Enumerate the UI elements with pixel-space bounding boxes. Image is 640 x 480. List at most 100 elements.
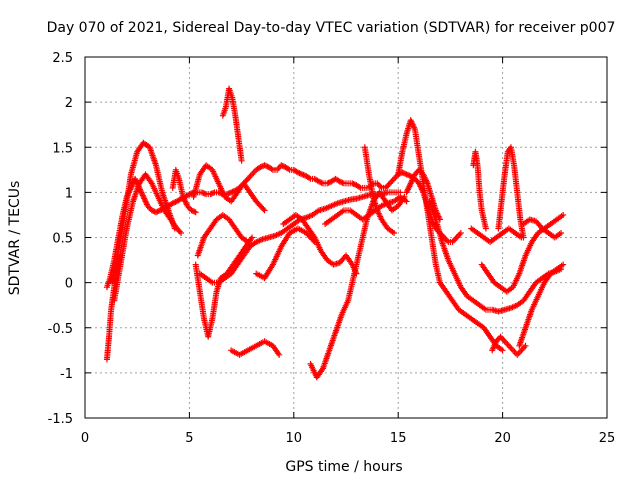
data-point xyxy=(499,347,506,354)
y-tick-label: 1 xyxy=(65,186,73,201)
data-point xyxy=(403,198,410,205)
data-point xyxy=(520,234,527,241)
data-point xyxy=(300,171,307,178)
y-tick-label: -1.5 xyxy=(48,412,73,427)
series-arc-23 xyxy=(489,333,529,358)
data-point xyxy=(210,189,217,196)
series-arc-24 xyxy=(520,216,565,241)
series-arc-20 xyxy=(468,225,525,246)
chart-title: Day 070 of 2021, Sidereal Day-to-day VTE… xyxy=(47,20,616,36)
data-point xyxy=(260,206,267,213)
grid-lines xyxy=(85,57,607,418)
data-point xyxy=(228,189,235,196)
data-point xyxy=(339,179,346,186)
y-tick-label: -0.5 xyxy=(48,322,73,337)
series-arc-10 xyxy=(196,189,404,286)
data-point xyxy=(350,180,357,187)
x-axis-label: GPS time / hours xyxy=(285,459,402,475)
data-point xyxy=(258,163,265,170)
data-point xyxy=(315,178,322,185)
data-point xyxy=(276,351,283,358)
data-point xyxy=(404,171,411,178)
series-arc-17 xyxy=(395,117,506,354)
series-arc-05 xyxy=(169,166,199,216)
data-point xyxy=(356,183,363,190)
series-arc-03 xyxy=(111,171,185,304)
x-tick-label: 25 xyxy=(599,431,616,446)
data-point xyxy=(294,169,301,176)
series-arc-13 xyxy=(280,211,360,277)
series-arc-15 xyxy=(322,193,410,227)
x-tick-label: 5 xyxy=(185,431,193,446)
y-tick-label: 0.5 xyxy=(52,232,73,247)
data-point xyxy=(178,229,185,236)
y-tick-label: 0 xyxy=(65,277,73,292)
data-point xyxy=(400,170,407,177)
y-tick-label: 1.5 xyxy=(52,141,73,156)
data-point xyxy=(318,179,325,186)
data-point xyxy=(208,190,215,197)
data-point xyxy=(338,179,345,186)
data-point xyxy=(268,165,275,172)
data-point xyxy=(299,171,306,178)
data-point xyxy=(296,170,303,177)
series-arc-06 xyxy=(190,162,268,214)
y-tick-label: 2 xyxy=(65,96,73,111)
data-point xyxy=(169,200,176,207)
data-point xyxy=(198,189,205,196)
data-point xyxy=(155,208,162,215)
data-point xyxy=(171,199,178,206)
data-point xyxy=(482,225,489,232)
series-arc-25 xyxy=(516,261,567,349)
series-arc-04 xyxy=(103,252,124,363)
series-arc-11 xyxy=(228,338,283,358)
data-point xyxy=(225,190,232,197)
axis-ticks: 0 5 10 15 20 25 -1.5 -1 -0.5 0 0.5 1 1.5 2 2.5 xyxy=(48,51,616,446)
data-point xyxy=(317,179,324,186)
data-point xyxy=(150,208,157,215)
data-point xyxy=(191,208,198,215)
x-tick-label: 0 xyxy=(81,431,89,446)
data-point xyxy=(192,209,199,216)
y-tick-label: -1 xyxy=(60,367,73,382)
x-tick-label: 10 xyxy=(286,431,303,446)
data-point xyxy=(325,179,332,186)
data-point xyxy=(297,170,304,177)
data-point xyxy=(257,164,264,171)
series-arc-26 xyxy=(403,166,443,223)
data-point xyxy=(324,180,331,187)
series-arc-18 xyxy=(426,198,565,315)
data-point xyxy=(402,170,409,177)
x-tick-label: 15 xyxy=(390,431,407,446)
series-arc-16 xyxy=(361,144,398,236)
data-point xyxy=(558,229,565,236)
y-tick-label: 2.5 xyxy=(52,51,73,66)
data-point xyxy=(285,165,292,172)
series-arc-12 xyxy=(253,225,318,282)
data-point xyxy=(188,207,195,214)
x-tick-label: 20 xyxy=(494,431,511,446)
data-point xyxy=(152,209,159,216)
data-point xyxy=(229,188,236,195)
data-point xyxy=(279,162,286,169)
data-point xyxy=(522,342,529,349)
data-point xyxy=(201,190,208,197)
data-point xyxy=(403,171,410,178)
series-arc-08 xyxy=(192,234,256,340)
data-point xyxy=(436,216,443,223)
data-point xyxy=(262,162,269,169)
data-point xyxy=(306,174,313,181)
data-point xyxy=(278,162,285,169)
series-arc-19 xyxy=(470,148,489,232)
data-point xyxy=(336,178,343,185)
data-point xyxy=(249,234,256,241)
y-axis-label: SDTVAR / TECUs xyxy=(7,181,23,296)
data-point xyxy=(261,162,268,169)
series-arc-22 xyxy=(495,144,527,241)
data-point xyxy=(189,208,196,215)
data-point xyxy=(200,189,207,196)
data-point xyxy=(117,252,124,259)
data-point xyxy=(391,229,398,236)
data-point xyxy=(154,208,161,215)
